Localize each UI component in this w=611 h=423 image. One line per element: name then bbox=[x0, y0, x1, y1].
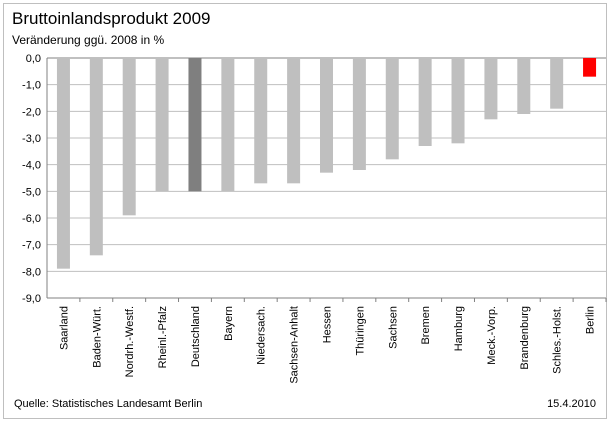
bar bbox=[550, 58, 564, 109]
x-tick-label: Hamburg bbox=[453, 306, 465, 351]
y-tick-label: -6,0 bbox=[22, 213, 41, 225]
x-tick-label: Hessen bbox=[322, 306, 334, 343]
bar bbox=[188, 58, 202, 192]
y-tick-label: -4,0 bbox=[22, 160, 41, 172]
bar bbox=[221, 58, 235, 192]
x-tick-label: Brandenburg bbox=[519, 306, 531, 370]
x-tick-label: Niedersach. bbox=[256, 306, 268, 365]
bar bbox=[583, 58, 597, 77]
bar bbox=[56, 58, 70, 269]
y-tick-label: -9,0 bbox=[22, 293, 41, 305]
source-note: Quelle: Statistisches Landesamt Berlin bbox=[14, 398, 203, 410]
x-tick-label: Baden-Würt. bbox=[91, 306, 103, 368]
x-tick-label: Meck.-Vorp. bbox=[486, 306, 498, 365]
date-note: 15.4.2010 bbox=[547, 398, 596, 410]
bar bbox=[484, 58, 498, 120]
bar bbox=[418, 58, 432, 146]
x-tick-label: Sachsen-Anhalt bbox=[289, 306, 301, 384]
chart-subtitle: Veränderung ggü. 2008 in % bbox=[12, 33, 165, 47]
x-tick-label: Berlin bbox=[585, 306, 597, 334]
y-tick-label: -1,0 bbox=[22, 80, 41, 92]
chart-title: Bruttoinlandsprodukt 2009 bbox=[12, 9, 211, 28]
y-tick-label: -5,0 bbox=[22, 186, 41, 198]
bar bbox=[320, 58, 333, 173]
bar bbox=[122, 58, 136, 216]
x-tick-label: Nordrh.-Westf. bbox=[124, 306, 136, 377]
bar bbox=[287, 58, 301, 184]
bar bbox=[89, 58, 103, 256]
bar bbox=[517, 58, 531, 114]
bar bbox=[254, 58, 268, 184]
x-tick-label: Thüringen bbox=[354, 306, 366, 356]
y-tick-label: 0,0 bbox=[26, 53, 41, 65]
bar bbox=[451, 58, 465, 144]
x-tick-label: Bayern bbox=[223, 306, 235, 341]
bar bbox=[352, 58, 366, 170]
y-tick-label: -3,0 bbox=[22, 133, 41, 145]
x-tick-label: Bremen bbox=[420, 306, 432, 345]
bar bbox=[385, 58, 399, 160]
chart-frame: Bruttoinlandsprodukt 2009 Veränderung gg… bbox=[3, 3, 607, 419]
x-tick-label: Saarland bbox=[58, 306, 70, 350]
x-tick-label: Deutschland bbox=[190, 306, 202, 367]
y-tick-label: -7,0 bbox=[22, 240, 41, 252]
x-tick-label: Rheinl.-Pfalz bbox=[157, 306, 169, 368]
y-tick-label: -2,0 bbox=[22, 106, 41, 118]
bar bbox=[155, 58, 169, 192]
x-tick-label: Schles.-Holst. bbox=[552, 306, 564, 374]
y-tick-label: -8,0 bbox=[22, 266, 41, 278]
x-tick-label: Sachsen bbox=[387, 306, 399, 349]
